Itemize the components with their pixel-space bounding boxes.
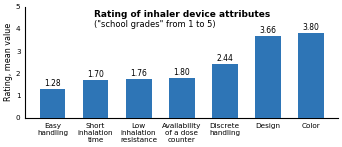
- Text: ("school grades" from 1 to 5): ("school grades" from 1 to 5): [94, 20, 216, 29]
- Text: 1.28: 1.28: [44, 79, 61, 88]
- Bar: [83, 80, 108, 118]
- Bar: [212, 64, 238, 118]
- Text: 1.76: 1.76: [130, 69, 147, 78]
- Y-axis label: Rating, mean value: Rating, mean value: [4, 23, 13, 101]
- Text: 2.44: 2.44: [216, 54, 233, 62]
- Text: 1.70: 1.70: [87, 70, 104, 79]
- Bar: [298, 33, 324, 118]
- Text: 1.80: 1.80: [173, 68, 190, 77]
- Bar: [126, 79, 152, 118]
- Bar: [255, 36, 280, 118]
- Text: 3.80: 3.80: [302, 23, 319, 32]
- Bar: [169, 78, 195, 118]
- Bar: [40, 90, 65, 118]
- Text: Rating of inhaler device attributes: Rating of inhaler device attributes: [94, 10, 271, 19]
- Text: 3.66: 3.66: [259, 26, 276, 35]
